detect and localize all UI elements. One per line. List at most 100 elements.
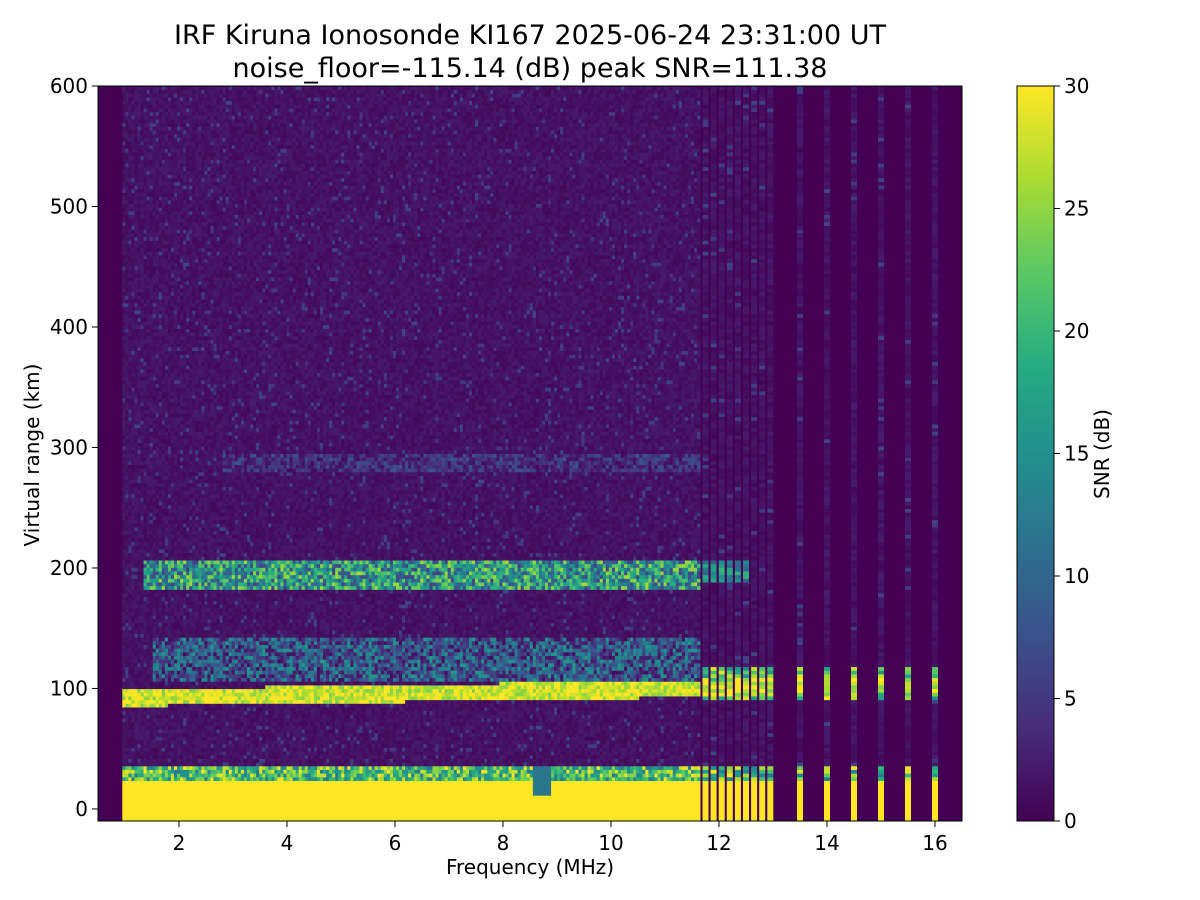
heatmap-cell — [122, 817, 126, 821]
heatmap-cell — [167, 648, 172, 653]
heatmap-cell — [149, 512, 154, 517]
heatmap-cell — [177, 196, 181, 201]
heatmap-cell — [192, 762, 196, 767]
heatmap-cell — [134, 545, 138, 550]
heatmap-cell — [125, 196, 129, 201]
heatmap-cell — [122, 335, 126, 340]
heatmap-cell — [164, 644, 169, 649]
heatmap-cell — [183, 696, 187, 701]
heatmap-cell — [164, 692, 169, 697]
heatmap-cell — [161, 174, 166, 179]
heatmap-cell — [140, 111, 144, 116]
heatmap-cell — [149, 262, 154, 267]
heatmap-cell — [146, 328, 151, 333]
heatmap-cell — [167, 291, 172, 296]
heatmap-cell — [167, 126, 172, 131]
heatmap-cell — [167, 490, 172, 495]
heatmap-cell — [155, 174, 160, 179]
heatmap-cell — [170, 310, 175, 315]
heatmap-cell — [164, 218, 169, 223]
heatmap-cell — [183, 365, 187, 370]
heatmap-cell — [161, 732, 166, 737]
heatmap-cell — [125, 725, 129, 730]
heatmap-cell — [140, 607, 144, 612]
heatmap-cell — [186, 413, 190, 418]
heatmap-cell — [158, 328, 163, 333]
heatmap-cell — [140, 166, 144, 171]
heatmap-cell — [189, 637, 193, 642]
heatmap-cell — [158, 703, 163, 708]
heatmap-cell — [189, 714, 193, 719]
heatmap-cell — [134, 449, 138, 454]
heatmap-cell — [137, 468, 141, 473]
heatmap-cell — [131, 368, 135, 374]
heatmap-cell — [167, 629, 172, 634]
heatmap-cell — [131, 776, 135, 781]
heatmap-cell — [173, 269, 178, 274]
heatmap-cell — [128, 791, 132, 796]
heatmap-cell — [183, 354, 187, 359]
heatmap-cell — [183, 251, 187, 256]
heatmap-cell — [131, 578, 135, 583]
heatmap-cell — [131, 780, 135, 785]
heatmap-cell — [128, 387, 132, 392]
heatmap-cell — [170, 119, 175, 124]
heatmap-cell — [125, 677, 129, 682]
heatmap-cell — [180, 391, 184, 396]
heatmap-cell — [155, 732, 160, 737]
heatmap-cell — [167, 163, 172, 168]
heatmap-cell — [195, 111, 199, 116]
heatmap-cell — [125, 787, 129, 792]
heatmap-cell — [143, 299, 148, 304]
heatmap-cell — [134, 233, 138, 238]
heatmap-cell — [140, 530, 144, 535]
heatmap-cell — [131, 468, 135, 473]
heatmap-cell — [177, 229, 181, 234]
heatmap-cell — [164, 225, 169, 230]
heatmap-cell — [195, 685, 199, 690]
heatmap-cell — [164, 192, 169, 197]
heatmap-cell — [143, 578, 148, 583]
heatmap-cell — [189, 809, 193, 815]
heatmap-cell — [134, 497, 138, 502]
heatmap-cell — [131, 86, 135, 91]
heatmap-cell — [167, 166, 172, 171]
heatmap-cell — [192, 130, 196, 135]
heatmap-cell — [180, 335, 184, 340]
heatmap-cell — [140, 398, 144, 403]
heatmap-cell — [137, 688, 141, 693]
heatmap-cell — [186, 769, 190, 774]
heatmap-cell — [122, 431, 126, 436]
heatmap-cell — [164, 541, 169, 546]
heatmap-cell — [186, 207, 190, 212]
heatmap-cell — [161, 714, 166, 719]
heatmap-cell — [122, 166, 126, 171]
heatmap-cell — [146, 515, 151, 521]
heatmap-cell — [131, 244, 135, 249]
heatmap-cell — [177, 266, 181, 271]
heatmap-cell — [170, 188, 175, 193]
heatmap-cell — [131, 732, 135, 737]
heatmap-cell — [125, 490, 129, 495]
heatmap-cell — [143, 729, 148, 734]
heatmap-cell — [158, 284, 163, 289]
heatmap-cell — [128, 295, 132, 300]
heatmap-cell — [152, 372, 157, 377]
heatmap-cell — [137, 365, 141, 370]
heatmap-cell — [186, 626, 190, 631]
heatmap-cell — [122, 515, 126, 521]
heatmap-cell — [137, 490, 141, 495]
heatmap-cell — [170, 541, 175, 546]
heatmap-cell — [146, 765, 151, 770]
heatmap-cell — [146, 203, 151, 208]
heatmap-cell — [177, 795, 181, 800]
heatmap-cell — [128, 795, 132, 800]
heatmap-cell — [146, 475, 151, 480]
heatmap-cell — [137, 556, 141, 561]
heatmap-cell — [177, 464, 181, 469]
heatmap-cell — [195, 203, 199, 208]
heatmap-cell — [170, 295, 175, 300]
heatmap-cell — [180, 203, 184, 208]
heatmap-cell — [146, 89, 151, 94]
heatmap-cell — [137, 133, 141, 138]
